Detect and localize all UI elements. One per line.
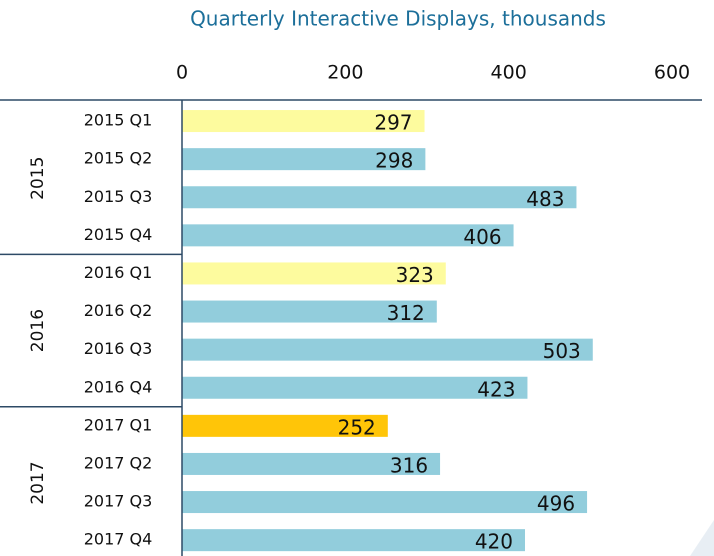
bar <box>182 262 446 285</box>
bar <box>182 300 437 323</box>
value-label: 252 <box>338 415 376 439</box>
y-tick-label: 2017 Q4 <box>84 530 153 549</box>
value-label: 496 <box>537 492 575 516</box>
y-tick-label: 2015 Q2 <box>84 149 153 168</box>
x-tick-label: 400 <box>491 62 527 84</box>
value-label: 312 <box>387 301 425 325</box>
y-tick-label: 2015 Q4 <box>84 225 153 244</box>
y-tick-label: 2016 Q4 <box>84 377 153 396</box>
y-tick-label: 2017 Q1 <box>84 415 153 434</box>
y-tick-label: 2016 Q2 <box>84 301 153 320</box>
bar <box>182 414 388 437</box>
value-label: 316 <box>390 453 428 477</box>
bar <box>182 529 525 552</box>
value-label: 423 <box>477 377 515 401</box>
group-label: 2017 <box>28 461 48 504</box>
value-label: 420 <box>475 530 513 554</box>
chart-title: Quarterly Interactive Displays, thousand… <box>190 7 606 31</box>
bar <box>182 491 588 514</box>
x-tick-label: 600 <box>654 62 690 84</box>
bar <box>182 224 514 247</box>
value-label: 297 <box>374 111 412 135</box>
bar <box>182 376 528 399</box>
x-tick-label: 200 <box>327 62 363 84</box>
value-label: 503 <box>543 339 581 363</box>
y-tick-label: 2017 Q2 <box>84 453 153 472</box>
bar <box>182 148 426 171</box>
y-tick-label: 2016 Q3 <box>84 339 153 358</box>
bar <box>182 110 425 133</box>
y-tick-label: 2016 Q1 <box>84 263 153 282</box>
y-tick-label: 2015 Q1 <box>84 111 153 130</box>
y-tick-label: 2015 Q3 <box>84 187 153 206</box>
value-label: 323 <box>396 263 434 287</box>
x-tick-label: 0 <box>176 62 188 84</box>
group-label: 2016 <box>28 309 48 352</box>
decoration <box>690 520 714 556</box>
value-label: 298 <box>375 149 413 173</box>
y-tick-label: 2017 Q3 <box>84 492 153 511</box>
bar <box>182 452 441 475</box>
bar <box>182 338 593 361</box>
value-label: 406 <box>463 225 501 249</box>
value-label: 483 <box>526 187 564 211</box>
group-label: 2015 <box>28 157 48 200</box>
bar <box>182 186 577 209</box>
